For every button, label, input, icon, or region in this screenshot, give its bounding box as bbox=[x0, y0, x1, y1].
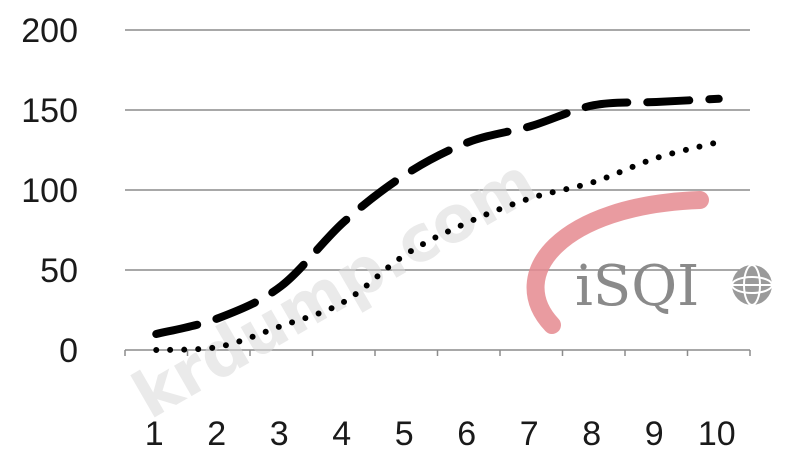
y-tick-label: 100 bbox=[21, 172, 78, 210]
svg-text:krdump.com: krdump.com bbox=[121, 144, 548, 434]
logo-wordmark: iSQI bbox=[575, 254, 699, 319]
dotted-series-point bbox=[468, 221, 470, 223]
y-tick-label: 150 bbox=[21, 92, 78, 130]
dotted-series-point bbox=[343, 301, 345, 303]
y-tick-label: 200 bbox=[21, 12, 78, 50]
dashed-series-point bbox=[593, 104, 595, 106]
dashed-series-point bbox=[155, 333, 157, 335]
y-tick-label: 50 bbox=[40, 252, 78, 290]
dotted-series-point bbox=[530, 197, 532, 199]
x-axis-tick-labels: 1 2 3 4 5 6 7 8 9 10 bbox=[145, 415, 736, 453]
dotted-series-point bbox=[593, 181, 595, 183]
dashed-series-point bbox=[343, 221, 345, 223]
dotted-series-point bbox=[280, 325, 282, 327]
dashed-series-point bbox=[655, 101, 657, 103]
series-dashed-line bbox=[152, 94, 723, 338]
dotted-series-point bbox=[405, 253, 407, 255]
gridlines bbox=[124, 29, 751, 356]
globe-icon bbox=[731, 264, 773, 306]
x-tick-label: 6 bbox=[457, 415, 476, 453]
dotted-series-point bbox=[655, 157, 657, 159]
series-layer bbox=[152, 94, 723, 353]
x-tick-label: 1 bbox=[145, 415, 164, 453]
dotted-series-point bbox=[218, 346, 220, 348]
dashed-series-point bbox=[218, 317, 220, 319]
isqi-logo: iSQI bbox=[526, 191, 773, 334]
y-tick-label: 0 bbox=[59, 332, 78, 370]
dotted-series-point bbox=[155, 349, 157, 351]
x-tick-label: 2 bbox=[207, 415, 226, 453]
x-tick-label: 8 bbox=[582, 415, 601, 453]
dashed-series-point bbox=[405, 173, 407, 175]
dashed-series-point bbox=[718, 98, 720, 100]
x-tick-label: 7 bbox=[520, 415, 539, 453]
x-tick-label: 4 bbox=[332, 415, 351, 453]
dashed-series-point bbox=[280, 285, 282, 287]
x-tick-label: 10 bbox=[698, 415, 736, 453]
watermark: krdump.com bbox=[121, 144, 548, 434]
x-tick-label: 9 bbox=[645, 415, 664, 453]
x-tick-label: 5 bbox=[395, 415, 414, 453]
y-axis-tick-labels: 0 50 100 150 200 bbox=[21, 12, 78, 370]
dotted-series-point bbox=[718, 141, 720, 143]
dashed-series-point bbox=[468, 141, 470, 143]
logo-arc bbox=[526, 191, 709, 334]
x-tick-label: 3 bbox=[270, 415, 289, 453]
dashed-series-point bbox=[530, 125, 532, 127]
